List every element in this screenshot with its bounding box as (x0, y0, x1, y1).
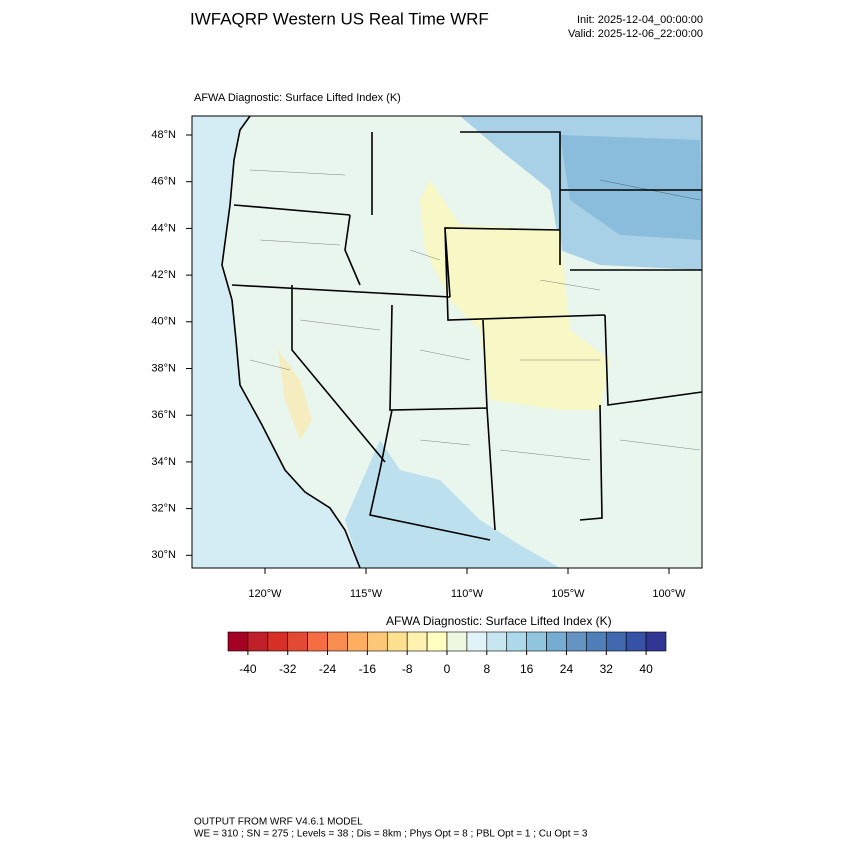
colorbar-title: AFWA Diagnostic: Surface Lifted Index (K… (386, 614, 612, 628)
colorbar-box (625, 631, 647, 652)
lat-label: 46°N (151, 176, 176, 188)
colorbar-box (386, 631, 408, 652)
colorbar-box (406, 631, 428, 652)
valley-band (278, 350, 312, 440)
lat-label: 32°N (151, 503, 176, 515)
colorbar-tick-label: 8 (483, 662, 490, 676)
lon-label: 115°W (350, 588, 383, 600)
colorbar-box (605, 631, 627, 652)
map (192, 116, 702, 568)
county-borders (249, 169, 701, 461)
colorbar-tick-label: 40 (639, 662, 653, 676)
lat-label: 42°N (151, 269, 176, 281)
colorbar-box (546, 631, 567, 652)
colorbar-box (645, 631, 667, 652)
colorbar-tick-label: 24 (560, 662, 574, 676)
colorbar-tick-label: -40 (239, 662, 257, 676)
lon-label: 105°W (551, 588, 585, 600)
lon-label: 120°W (248, 588, 282, 600)
stable-core (560, 135, 702, 240)
colorbar-tick-label: 16 (520, 662, 534, 676)
colorbar-box (247, 631, 269, 652)
valid-time: Valid: 2025-12-06_22:00:00 (568, 28, 703, 40)
colorbar-tick-label: -32 (279, 662, 297, 676)
colorbar-box (566, 631, 587, 652)
map-title: AFWA Diagnostic: Surface Lifted Index (K… (194, 92, 401, 104)
colorbar-tick-label: 0 (444, 662, 451, 676)
colorbar-box (466, 631, 488, 652)
colorbar-tick-label: -16 (359, 662, 377, 676)
south-region (345, 440, 560, 568)
colorbar-box (506, 631, 527, 652)
colorbar-box (446, 631, 468, 652)
lat-label: 36°N (151, 409, 176, 421)
lon-label: 100°W (652, 588, 686, 600)
coastline (221, 116, 361, 568)
footer-line: OUTPUT FROM WRF V4.6.1 MODEL (194, 817, 363, 828)
colorbar-box (307, 631, 328, 652)
lat-label: 40°N (151, 316, 176, 328)
footer-line: WE = 310 ; SN = 275 ; Levels = 38 ; Dis … (194, 829, 588, 840)
colorbar-box (227, 631, 249, 652)
lat-label: 48°N (151, 129, 176, 141)
lat-label: 34°N (151, 456, 176, 468)
state-borders (231, 131, 702, 541)
colorbar-box (267, 631, 289, 652)
colorbar-box (486, 631, 508, 652)
map-frame (191, 115, 703, 569)
colorbar-box (526, 631, 547, 652)
lat-label: 38°N (151, 362, 176, 374)
colorbar-tick-label: -24 (319, 662, 337, 676)
colorbar-tick-label: 32 (600, 662, 614, 676)
title: IWFAQRP Western US Real Time WRF (190, 9, 489, 28)
init-time: Init: 2025-12-04_00:00:00 (577, 14, 703, 26)
colorbar-box (327, 631, 348, 652)
colorbar-box (586, 631, 607, 652)
lat-label: 30°N (151, 549, 176, 561)
colorbar-box (347, 631, 368, 652)
colorbar-box (426, 631, 448, 652)
colorbar-box (367, 631, 388, 652)
colorbar-tick-label: -8 (402, 662, 413, 676)
lon-label: 110°W (451, 588, 484, 600)
colorbar-box (287, 631, 308, 652)
lat-label: 44°N (151, 222, 176, 234)
unstable-band (420, 180, 610, 410)
